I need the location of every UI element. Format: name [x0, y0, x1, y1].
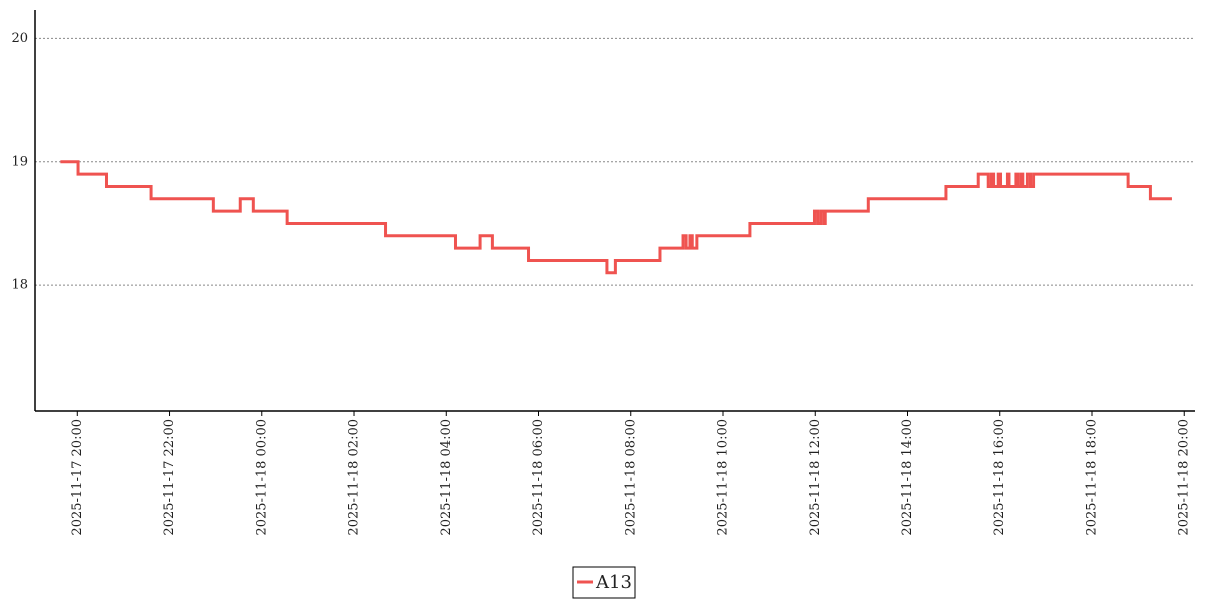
- x-tick-label: 2025-11-18 02:00: [347, 419, 362, 536]
- x-tick-label: 2025-11-18 00:00: [254, 419, 269, 536]
- x-tick-label: 2025-11-18 10:00: [716, 419, 731, 536]
- x-tick-label: 2025-11-18 08:00: [623, 419, 638, 536]
- plot-area: 18 19 20 2025-11-17 20:00 2025-11-17 22:00 20…: [11, 10, 1195, 536]
- x-tick-label: 2025-11-17 22:00: [162, 419, 177, 536]
- legend: A13: [572, 566, 636, 599]
- x-tick-label: 2025-11-18 12:00: [808, 419, 823, 536]
- y-tick-label: 20: [11, 31, 28, 46]
- x-tick-label: 2025-11-18 16:00: [992, 419, 1007, 536]
- x-tick-label: 2025-11-18 04:00: [439, 419, 454, 536]
- y-tick-label: 18: [11, 278, 28, 293]
- x-tick-label: 2025-11-18 14:00: [900, 419, 915, 536]
- x-tick-label: 2025-11-18 18:00: [1084, 419, 1099, 536]
- x-tick-label: 2025-11-17 20:00: [70, 419, 85, 536]
- x-tick-label: 2025-11-18 20:00: [1177, 419, 1192, 536]
- y-tick-label: 19: [11, 154, 28, 169]
- legend-label: A13: [595, 572, 632, 593]
- data-line: [60, 160, 1172, 275]
- x-tick-label: 2025-11-18 06:00: [531, 419, 546, 536]
